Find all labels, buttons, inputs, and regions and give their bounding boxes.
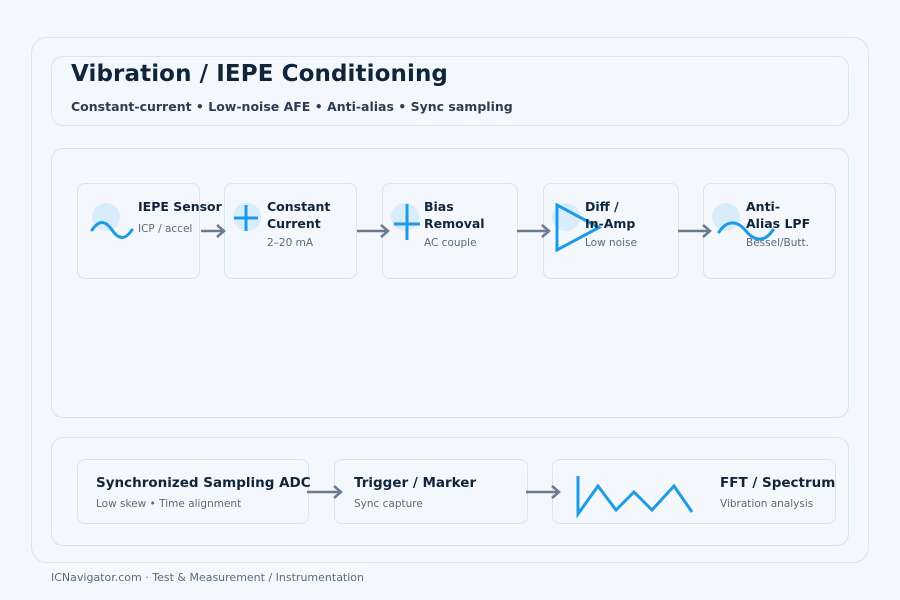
anti-alias-lpf-block [703,183,836,279]
plus-icon [234,205,258,231]
block-subtitle: AC couple [424,237,477,249]
block-title: Synchronized Sampling ADC [96,475,311,491]
capacitor-icon [394,204,420,240]
block-title: IEPE Sensor [138,199,222,214]
page-subtitle: Constant-current • Low-noise AFE • Anti-… [71,99,513,114]
block-title: Bias Removal [424,199,485,231]
icon-backdrop [391,203,419,231]
block-subtitle: Low skew • Time alignment [96,498,242,510]
bias-removal-block [382,183,518,279]
block-title: Diff / In-Amp [585,199,636,231]
trigger-marker-block [334,459,528,524]
sync-adc-block [77,459,309,524]
block-subtitle: ICP / accel [138,223,193,235]
block-subtitle: Sync capture [354,498,423,510]
diff-inamp-block [543,183,679,279]
sine-wave-icon [90,221,134,239]
fft-spectrum-block [552,459,836,524]
arrow-right-icon [307,485,343,499]
block-title: FFT / Spectrum [720,475,836,491]
block-title: Constant Current [267,199,331,231]
arrow-right-icon [517,224,551,238]
zigzag-spectrum-icon [576,476,694,519]
arrow-right-icon [201,224,226,238]
block-subtitle: Low noise [585,237,637,249]
amplifier-triangle-icon [555,202,603,253]
block-title: Anti- Alias LPF [746,199,811,231]
block-subtitle: 2–20 mA [267,237,314,249]
arrow-right-icon [678,224,712,238]
block-subtitle: Vibration analysis [720,498,814,510]
arrow-right-icon [357,224,390,238]
iepe-sensor-block [77,183,200,279]
page-title: Vibration / IEPE Conditioning [71,61,448,87]
sine-wave-icon [717,221,775,241]
arrow-right-icon [526,485,561,499]
header-panel [51,56,849,126]
footer-credit: ICNavigator.com · Test & Measurement / I… [51,571,365,584]
block-title: Trigger / Marker [354,475,477,491]
